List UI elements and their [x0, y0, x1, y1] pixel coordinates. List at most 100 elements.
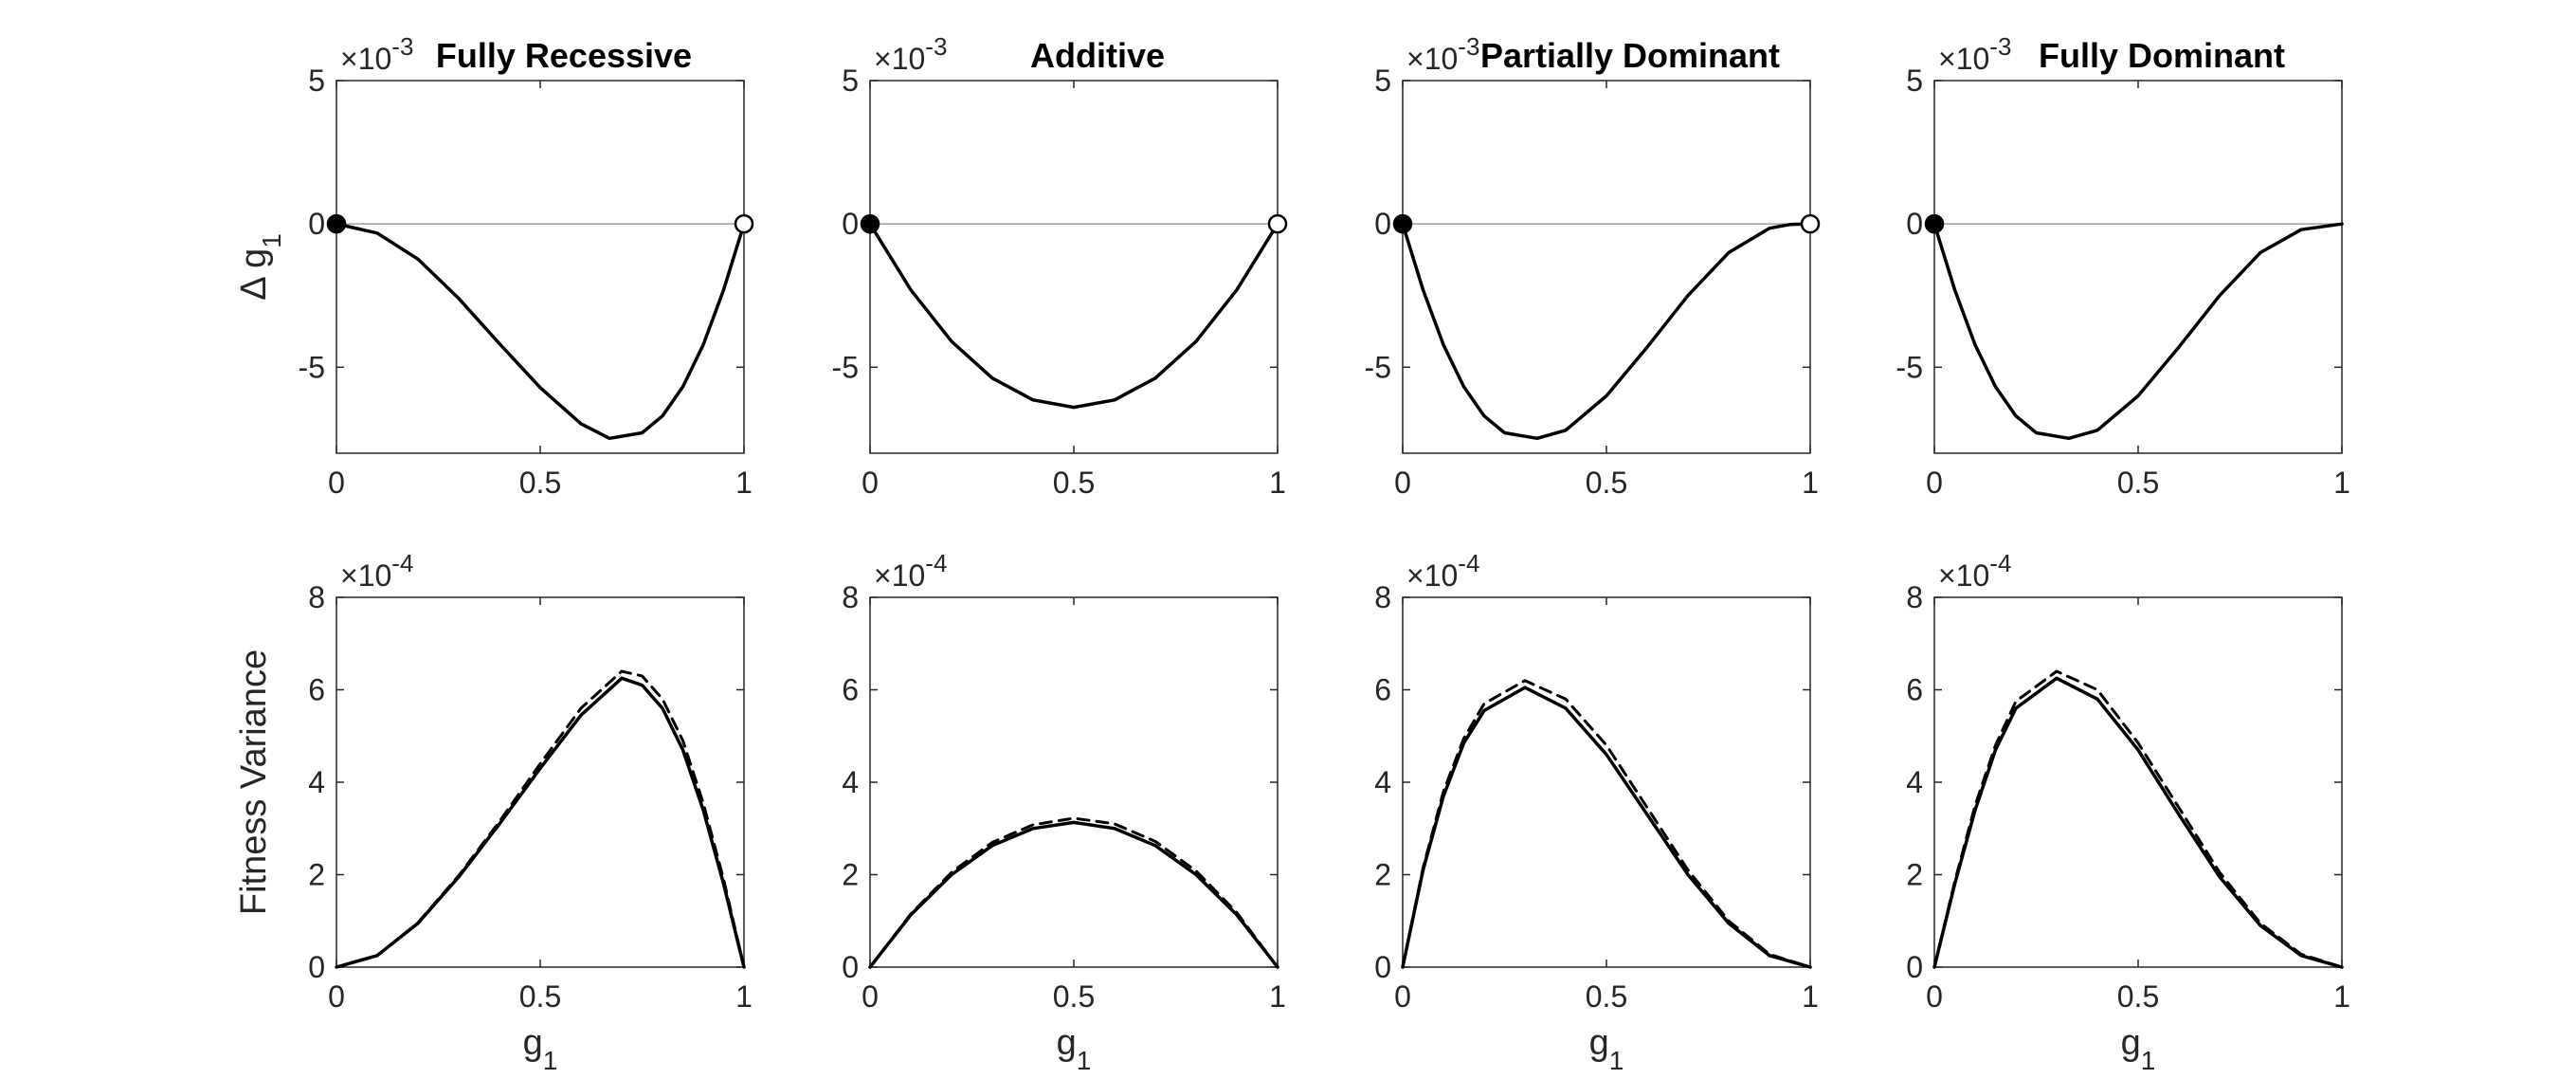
unstable-equilibrium-marker	[734, 213, 754, 234]
y-tick-label: 8	[1906, 580, 1923, 614]
y-tick-label: 0	[1374, 207, 1391, 241]
y-tick-label: 0	[308, 207, 325, 241]
series-line-dashed	[335, 669, 746, 969]
subplot-title: Fully Dominant	[2039, 36, 2285, 75]
subplot-bottom-0: 0 0.5 1 0 2 4 6 8 ×10-4 Fitness Variance g1	[234, 549, 753, 1075]
stable-equilibrium-marker	[860, 213, 880, 234]
unstable-equilibrium-marker	[1267, 213, 1288, 234]
y-tick-label: 0	[1906, 207, 1923, 241]
y-axis-label: Δ g1	[234, 233, 286, 301]
x-tick-label: 1	[1802, 979, 1819, 1014]
subplot-top-2: 0 0.5 1 -5 0 5 ×10-3 Partially Dominant	[1365, 32, 1821, 500]
x-tick-label: 0.5	[519, 979, 561, 1014]
x-tick-label: 1	[2333, 466, 2350, 500]
y-tick-label: 5	[308, 64, 325, 98]
subplot-bottom-2: 0 0.5 1 0 2 4 6 8 ×10-4 g1	[1374, 549, 1819, 1075]
y-scale-exponent: ×10-3	[1406, 32, 1479, 76]
axes-box	[1933, 596, 2343, 968]
y-tick-label: 2	[1374, 858, 1391, 892]
stable-equilibrium-marker	[326, 213, 347, 234]
y-tick-label: 4	[308, 765, 325, 799]
y-tick-label: -5	[1365, 350, 1391, 384]
x-tick-label: 0.5	[1053, 466, 1095, 500]
series-line-solid	[1401, 686, 1812, 969]
x-tick-label: 0	[1394, 466, 1411, 500]
y-tick-label: 4	[1906, 765, 1923, 799]
y-tick-label: 5	[1374, 64, 1391, 98]
series-line-dashed	[1932, 669, 2344, 969]
axes-box	[869, 596, 1279, 968]
x-axis-label: g1	[1057, 1023, 1092, 1075]
subplot-title: Fully Recessive	[436, 36, 692, 75]
unstable-equilibrium-marker	[1800, 213, 1821, 234]
y-tick-label: 2	[1906, 858, 1923, 892]
y-scale-exponent: ×10-4	[1938, 549, 2011, 593]
stable-equilibrium-marker	[1924, 213, 1945, 234]
y-tick-label: 8	[842, 580, 859, 614]
x-axis-label: g1	[1589, 1023, 1624, 1075]
x-axis-label: g1	[2121, 1023, 2156, 1075]
x-tick-label: 1	[1269, 466, 1286, 500]
subplot-title: Additive	[1030, 36, 1165, 75]
stable-equilibrium-marker	[1392, 213, 1413, 234]
y-tick-label: 6	[308, 673, 325, 707]
y-tick-label: 5	[842, 64, 859, 98]
x-tick-label: 0.5	[1586, 466, 1627, 500]
axes-box	[336, 80, 745, 454]
y-tick-label: 4	[1374, 765, 1391, 799]
y-tick-label: 2	[842, 858, 859, 892]
x-tick-label: 0	[1394, 979, 1411, 1014]
x-tick-label: 1	[735, 466, 753, 500]
y-scale-exponent: ×10-3	[340, 32, 413, 76]
x-tick-label: 0.5	[2117, 979, 2159, 1014]
x-tick-label: 0.5	[1586, 979, 1627, 1014]
x-tick-label: 0	[1926, 979, 1943, 1014]
subplot-bottom-1: 0 0.5 1 0 2 4 6 8 ×10-4 g1	[842, 549, 1286, 1075]
x-tick-label: 0	[862, 466, 879, 500]
y-tick-label: 6	[1906, 673, 1923, 707]
x-tick-label: 0.5	[2117, 466, 2159, 500]
y-tick-label: -5	[299, 350, 325, 384]
y-tick-label: 0	[842, 207, 859, 241]
y-tick-label: 2	[308, 858, 325, 892]
y-tick-label: 6	[842, 673, 859, 707]
y-tick-label: 5	[1906, 64, 1923, 98]
x-tick-label: 1	[1802, 466, 1819, 500]
x-tick-label: 1	[2333, 979, 2350, 1014]
y-scale-exponent: ×10-4	[1406, 549, 1479, 593]
subplot-title: Partially Dominant	[1480, 36, 1780, 75]
series-line-solid	[868, 222, 1279, 410]
series-line-solid	[1932, 222, 2344, 441]
y-tick-label: 0	[1374, 950, 1391, 984]
subplot-bottom-3: 0 0.5 1 0 2 4 6 8 ×10-4 g1	[1906, 549, 2350, 1075]
x-tick-label: 0.5	[519, 466, 561, 500]
x-tick-label: 0	[328, 466, 345, 500]
x-tick-label: 0	[1926, 466, 1943, 500]
series-line-solid	[335, 676, 746, 969]
y-scale-exponent: ×10-4	[874, 549, 947, 593]
series-line-solid	[335, 222, 746, 441]
y-tick-label: 4	[842, 765, 859, 799]
series-line-solid	[1932, 676, 2344, 969]
subplot-top-3: 0 0.5 1 -5 0 5 ×10-3 Fully Dominant	[1896, 32, 2350, 500]
y-tick-label: 0	[842, 950, 859, 984]
y-tick-label: -5	[832, 350, 859, 384]
x-tick-label: 0	[862, 979, 879, 1014]
y-scale-exponent: ×10-3	[1938, 32, 2011, 76]
y-tick-label: 0	[308, 950, 325, 984]
series-line-solid	[1401, 222, 1812, 441]
y-scale-exponent: ×10-3	[874, 32, 947, 76]
y-axis-label: Fitness Variance	[234, 649, 274, 915]
x-tick-label: 1	[735, 979, 753, 1014]
y-tick-label: 6	[1374, 673, 1391, 707]
axes-box	[1402, 596, 1811, 968]
y-tick-label: 8	[1374, 580, 1391, 614]
y-tick-label: -5	[1896, 350, 1923, 384]
x-tick-label: 1	[1269, 979, 1286, 1014]
x-tick-label: 0	[328, 979, 345, 1014]
series-line-dashed	[868, 816, 1279, 969]
series-line-dashed	[1401, 679, 1812, 969]
subplot-top-1: 0 0.5 1 -5 0 5 ×10-3 Additive	[832, 32, 1288, 500]
subplot-top-0: 0 0.5 1 -5 0 5 ×10-3 Fully Recessive Δ g1	[234, 32, 754, 500]
